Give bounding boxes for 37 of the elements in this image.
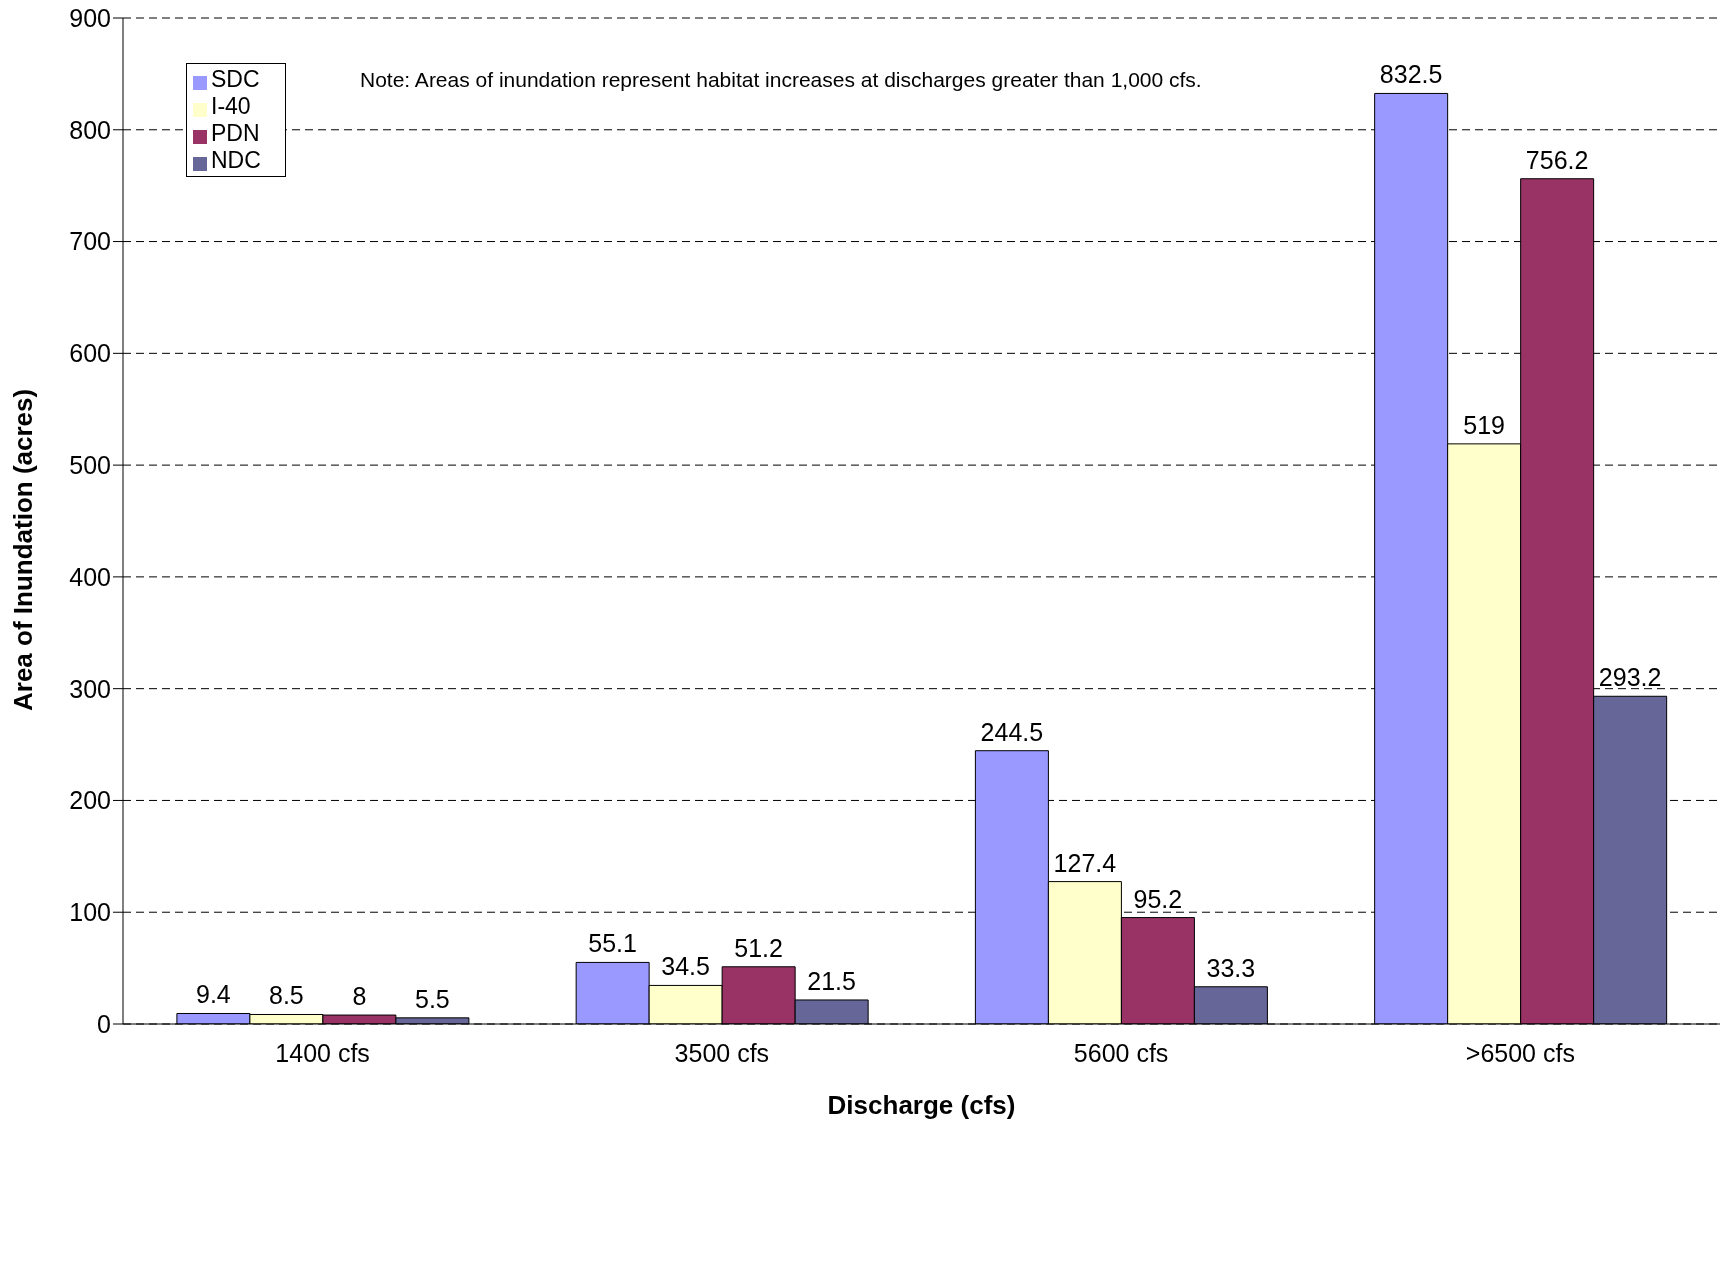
x-axis-title: Discharge (cfs): [827, 1090, 1016, 1121]
data-label: 832.5: [1379, 60, 1443, 89]
x-tick-label: 1400 cfs: [275, 1038, 370, 1067]
legend-label: NDC: [211, 147, 261, 173]
data-label: 8.5: [269, 981, 304, 1010]
data-label: 33.3: [1206, 953, 1256, 982]
data-label: 127.4: [1053, 848, 1117, 877]
y-tick-label: 600: [69, 339, 111, 368]
data-label: 5.5: [415, 984, 450, 1013]
data-label: 9.4: [196, 980, 231, 1009]
legend-label: SDC: [211, 66, 260, 92]
x-tick-label: >6500 cfs: [1465, 1038, 1575, 1067]
x-tick-label: 5600 cfs: [1073, 1038, 1169, 1067]
y-tick-label: 500: [69, 450, 111, 479]
legend-label: I-40: [211, 93, 251, 119]
y-tick-label: 800: [69, 115, 111, 144]
y-tick-label: 400: [69, 562, 111, 591]
data-label: 244.5: [980, 717, 1044, 746]
data-label: 519: [1463, 410, 1506, 439]
data-label: 55.1: [588, 929, 637, 958]
y-tick-label: 900: [69, 3, 111, 32]
y-tick-label: 300: [69, 674, 111, 703]
data-label: 293.2: [1598, 663, 1662, 692]
legend-label: PDN: [211, 120, 260, 146]
y-tick-label: 0: [97, 1009, 111, 1038]
data-label: 95.2: [1133, 884, 1183, 913]
data-label: 51.2: [734, 933, 783, 962]
data-label: 34.5: [661, 952, 710, 981]
y-axis-title: Area of Inundation (acres): [8, 388, 39, 711]
data-label: 8: [352, 982, 367, 1011]
data-label: 21.5: [807, 966, 856, 995]
y-tick-label: 700: [69, 227, 111, 256]
y-tick-label: 100: [69, 898, 111, 927]
annotation: Note: Areas of inundation represent habitat increases at discharges greater than 1,000 cfs.: [360, 68, 1202, 92]
y-tick-label: 200: [69, 786, 111, 815]
x-tick-label: 3500 cfs: [674, 1038, 770, 1067]
data-label: 756.2: [1525, 145, 1589, 174]
